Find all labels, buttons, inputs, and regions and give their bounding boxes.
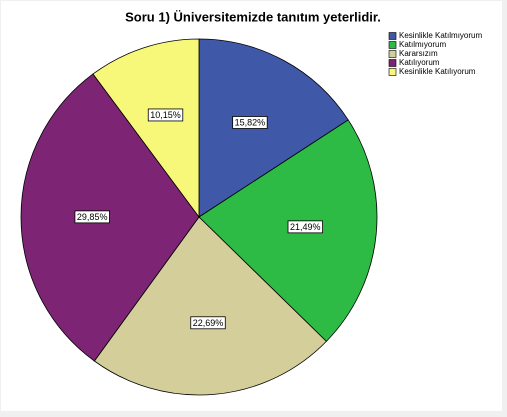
legend-label: Kararsızım (399, 49, 438, 58)
legend-label: Kesinlikle Katılmıyorum (399, 31, 482, 40)
data-label-box (232, 116, 268, 129)
data-label: 21,49% (290, 222, 321, 232)
chart-title: Soru 1) Üniversitemizde tanıtım yeterlid… (125, 9, 381, 24)
pie-slice (198, 38, 349, 218)
data-label-box (190, 316, 226, 330)
pie-slice (20, 73, 200, 362)
legend-swatch (388, 59, 397, 67)
pie-slice (92, 38, 200, 219)
data-label: 15,82% (235, 117, 266, 127)
data-label: 29,85% (77, 212, 108, 222)
legend-swatch (388, 41, 397, 49)
data-label-box (147, 108, 184, 122)
data-label-box (287, 220, 323, 234)
data-label: 10,15% (150, 110, 181, 120)
data-label-box (74, 210, 110, 224)
legend-swatch (388, 32, 397, 40)
data-label: 22,69% (193, 318, 224, 328)
legend-swatch (388, 68, 397, 76)
legend-label: Kesinlikle Katılıyorum (399, 67, 476, 76)
legend-swatch (388, 50, 397, 58)
pie-slice (93, 216, 327, 396)
legend-label: Katılıyorum (399, 58, 440, 67)
legend-label: Katılmıyorum (399, 40, 446, 49)
